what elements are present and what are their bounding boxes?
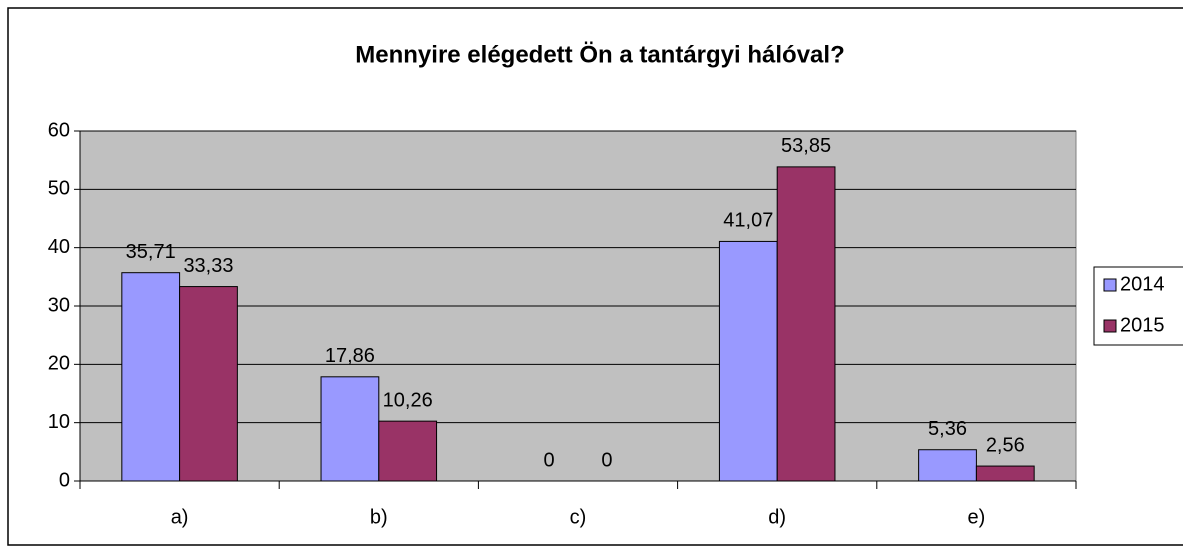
bar xyxy=(776,166,836,482)
bar xyxy=(320,376,380,482)
x-tick-label: e) xyxy=(968,506,986,528)
y-tick-label: 0 xyxy=(59,469,70,491)
legend-label: 2015 xyxy=(1120,314,1165,336)
data-label: 33,33 xyxy=(183,255,233,277)
data-label: 0 xyxy=(544,449,555,471)
data-label: 53,85 xyxy=(781,135,831,157)
data-label: 2,56 xyxy=(986,434,1025,456)
y-tick-label: 20 xyxy=(48,353,70,375)
legend-swatch xyxy=(1103,278,1117,292)
y-tick-label: 10 xyxy=(48,411,70,433)
y-tick-label: 50 xyxy=(48,178,70,200)
data-label: 35,71 xyxy=(126,241,176,263)
data-label: 41,07 xyxy=(723,210,773,232)
data-label: 0 xyxy=(601,449,612,471)
data-label: 5,36 xyxy=(928,418,967,440)
x-tick-label: d) xyxy=(768,506,786,528)
x-tick-label: c) xyxy=(570,506,587,528)
chart-title: Mennyire elégedett Ön a tantárgyi hálóva… xyxy=(355,41,844,68)
y-tick-label: 60 xyxy=(48,119,70,141)
legend-label: 2014 xyxy=(1120,273,1165,295)
x-tick-label: a) xyxy=(171,506,189,528)
data-label: 10,26 xyxy=(383,389,433,411)
bar xyxy=(179,286,238,482)
bar xyxy=(378,420,438,482)
bar xyxy=(918,449,977,482)
y-tick-label: 40 xyxy=(48,236,70,258)
bar xyxy=(121,272,181,482)
y-tick-label: 30 xyxy=(48,294,70,316)
bar xyxy=(975,465,1035,482)
legend-swatch xyxy=(1103,319,1117,333)
bar xyxy=(718,240,778,482)
data-label: 17,86 xyxy=(325,345,375,367)
x-tick-label: b) xyxy=(370,506,388,528)
